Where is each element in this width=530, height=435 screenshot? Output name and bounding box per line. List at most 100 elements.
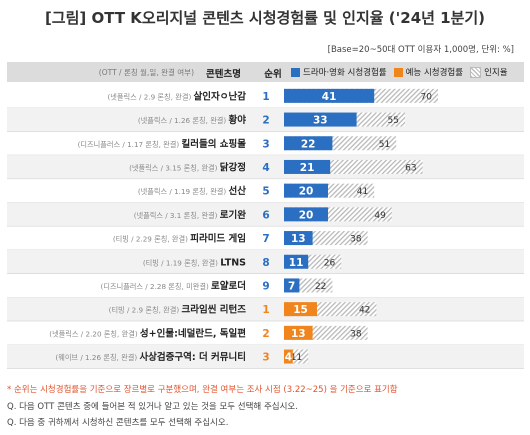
viewing-bar [284, 136, 333, 151]
awareness-label: 22 [315, 282, 326, 292]
row-band [7, 344, 524, 369]
awareness-label: 49 [374, 211, 386, 221]
content-label: (디즈니플러스 / 1.17 론칭, 완결) 킬러들의 쇼핑몰 [78, 138, 247, 150]
content-meta: (넷플릭스 / 3.1 론칭, 완결) [134, 211, 220, 220]
legend-label-drama: 드라마·영화 시청경험률 [303, 68, 387, 78]
rank-label: 3 [262, 138, 269, 150]
viewing-bar [284, 207, 328, 222]
rank-label: 9 [262, 280, 269, 292]
legend-swatch-variety [393, 67, 403, 77]
row-band [7, 202, 524, 227]
rank-label: 1 [262, 91, 269, 103]
footnote-question-2: Q. 다음 중 귀하께서 시청하신 콘텐츠를 모두 선택해 주십시오. [7, 418, 229, 428]
legend-swatch-awareness [470, 66, 482, 78]
content-label: (넷플릭스 / 3.15 론칭, 완결) 닭강정 [129, 161, 246, 173]
content-label: (넷플릭스 / 2.20 론칭, 완결) 성+인물:네덜란드, 독일편 [49, 327, 246, 339]
awareness-label: 55 [388, 116, 399, 126]
content-label: (디즈니플러스 / 2.28 론칭, 미완결) 로얄로더 [101, 280, 246, 292]
content-meta: (넷플릭스 / 1.19 론칭, 완결) [138, 187, 229, 196]
legend-label-variety: 예능 시청경험률 [405, 68, 464, 78]
content-name: 킬러들의 쇼핑몰 [182, 138, 247, 150]
viewing-label: 7 [288, 280, 295, 292]
content-label: (웨이브 / 1.26 론칭, 완결) 사상검증구역: 더 커뮤니티 [55, 351, 246, 363]
content-meta: (디즈니플러스 / 2.28 론칭, 미완결) [101, 282, 211, 291]
content-name: 사상검증구역: 더 커뮤니티 [139, 351, 246, 363]
rank-label: 2 [262, 115, 269, 127]
content-name: 선산 [229, 185, 247, 197]
row-band [7, 297, 524, 321]
content-meta: (웨이브 / 1.26 론칭, 완결) [55, 353, 139, 362]
rank-label: 4 [262, 162, 269, 174]
viewing-bar [284, 112, 357, 127]
awareness-label: 70 [421, 92, 433, 102]
viewing-label: 21 [300, 162, 315, 174]
header-name-label: 콘텐츠명 [206, 69, 241, 80]
legend: 드라마·영화 시청경험률 예능 시청경험률 인지율 [291, 66, 515, 78]
viewing-bar [284, 349, 293, 364]
awareness-label: 26 [324, 258, 336, 268]
content-meta: (티빙 / 2.9 론칭, 완결) [109, 306, 182, 315]
viewing-bar [284, 254, 309, 269]
rank-label: 5 [262, 186, 269, 198]
content-meta: (디즈니플러스 / 1.17 론칭, 완결) [78, 140, 182, 149]
content-name: 닭강정 [220, 161, 246, 173]
content-name: 로기완 [220, 209, 246, 221]
rank-label: 7 [262, 233, 269, 245]
rank-label: 1 [262, 304, 269, 316]
viewing-label: 22 [301, 138, 316, 150]
viewing-label: 11 [289, 257, 304, 269]
viewing-bar [284, 302, 317, 317]
viewing-bar [284, 159, 331, 174]
content-name: 살인자ㅇ난감 [194, 90, 247, 102]
row-band [7, 249, 524, 274]
legend-item-drama: 드라마·영화 시청경험률 [291, 66, 387, 78]
content-meta: (넷플릭스 / 3.15 론칭, 완결) [129, 163, 220, 172]
awareness-label: 51 [379, 140, 390, 150]
chart-title: [그림] OTT K오리지널 콘텐츠 시청경험률 및 인지율 ('24년 1분기… [44, 9, 486, 27]
rank-label: 6 [262, 209, 269, 221]
content-meta: (넷플릭스 / 1.26 론칭, 완결) [138, 116, 229, 125]
base-note: [Base=20~50대 OTT 이용자 1,000명, 단위: %] [327, 45, 514, 55]
rank-label: 3 [262, 352, 269, 364]
content-name: 크라임씬 리턴즈 [182, 304, 247, 316]
rank-label: 2 [262, 328, 269, 340]
awareness-label: 41 [357, 187, 368, 197]
content-name: 로얄로더 [211, 280, 246, 292]
content-label: (넷플릭스 / 1.19 론칭, 완결) 선산 [138, 185, 246, 197]
awareness-label: 11 [291, 353, 302, 363]
content-meta: (넷플릭스 / 2.9 론칭, 완결) [107, 92, 193, 101]
awareness-label: 42 [359, 306, 370, 316]
footnote-note: * 순위는 시청경험률을 기준으로 장르별로 구분했으며, 완결 여부는 조사 … [7, 385, 398, 395]
content-label: (넷플릭스 / 2.9 론칭, 완결) 살인자ㅇ난감 [107, 90, 246, 102]
viewing-label: 4 [285, 352, 292, 364]
viewing-label: 15 [293, 304, 308, 316]
viewing-bar [284, 88, 375, 103]
viewing-bar [284, 325, 313, 340]
legend-item-variety: 예능 시청경험률 [393, 66, 464, 78]
viewing-bar [284, 183, 328, 198]
viewing-bar [284, 278, 300, 293]
content-name: 피라미드 게임 [190, 233, 246, 245]
legend-label-awareness: 인지율 [484, 68, 508, 78]
rank-label: 8 [262, 257, 269, 269]
viewing-label: 13 [291, 328, 306, 340]
content-name: 성+인물:네덜란드, 독일편 [140, 327, 246, 339]
content-label: (넷플릭스 / 3.1 론칭, 완결) 로기완 [134, 209, 247, 221]
viewing-label: 13 [291, 233, 306, 245]
header-rank-label: 순위 [264, 69, 282, 80]
legend-swatch-drama [291, 67, 300, 77]
content-label: (넷플릭스 / 1.26 론칭, 완결) 황야 [138, 114, 246, 126]
awareness-label: 63 [405, 163, 416, 173]
awareness-label: 38 [350, 329, 362, 339]
viewing-label: 20 [299, 186, 314, 198]
viewing-label: 20 [299, 209, 314, 221]
viewing-bar [284, 231, 313, 246]
content-meta: (티빙 / 2.29 론칭, 완결) [113, 235, 190, 244]
table-header: (OTT / 론칭 월,일, 완결 여부) 콘텐츠명 순위 드라마·영화 시청경… [7, 62, 524, 82]
legend-item-awareness: 인지율 [470, 66, 508, 78]
content-label: (티빙 / 2.29 론칭, 완결) 피라미드 게임 [113, 233, 246, 245]
awareness-label: 38 [350, 235, 362, 245]
content-name: 황야 [229, 114, 247, 126]
content-meta: (티빙 / 1.19 론칭, 완결) [143, 258, 220, 267]
